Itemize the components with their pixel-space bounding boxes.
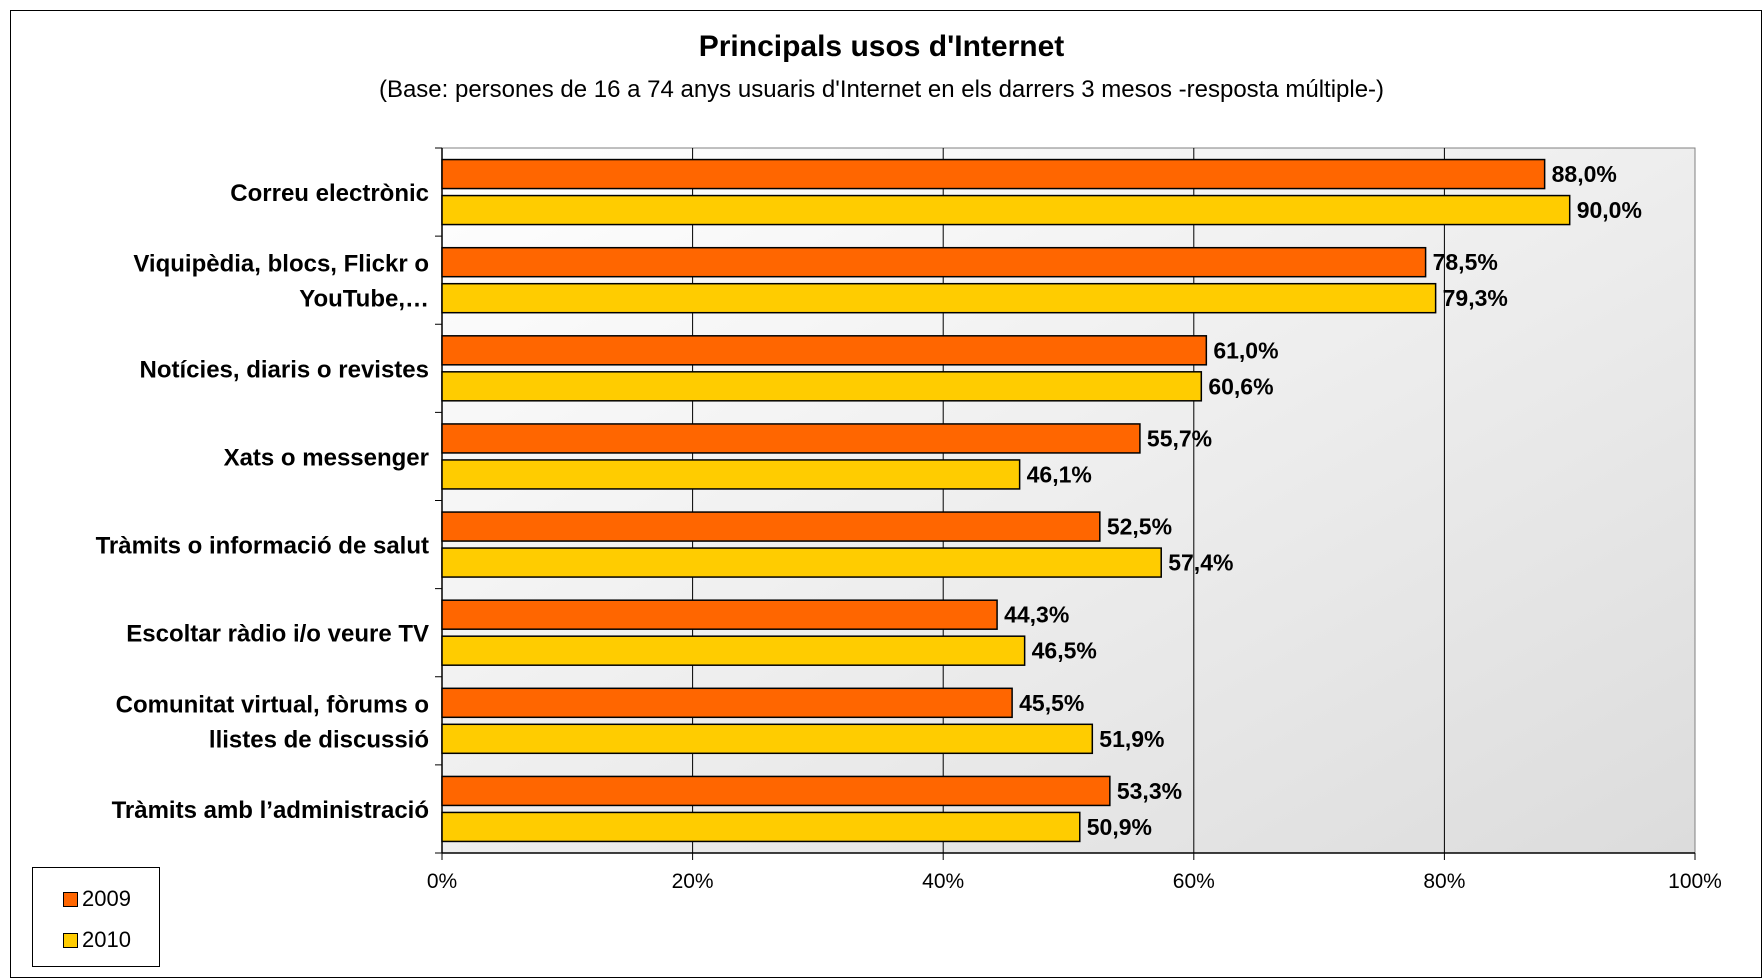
category-label: Tràmits o informació de salut — [96, 533, 429, 560]
bar-2009 — [441, 335, 1208, 366]
bar-2010 — [441, 194, 1571, 226]
data-label: 88,0% — [1552, 161, 1617, 187]
category-label: YouTube,… — [299, 286, 429, 313]
x-tick-label: 100% — [1668, 870, 1722, 893]
bar-2010 — [441, 811, 1081, 843]
bar-2009 — [441, 687, 1013, 719]
bar-2009 — [441, 599, 998, 630]
data-label: 51,9% — [1099, 726, 1164, 752]
data-label: 53,3% — [1117, 778, 1182, 804]
bar-2010 — [441, 371, 1203, 402]
category-label: Escoltar ràdio i/o veure TV — [126, 621, 429, 648]
data-label: 46,5% — [1032, 638, 1097, 664]
data-label: 79,3% — [1443, 285, 1508, 311]
bar-2009 — [441, 423, 1141, 454]
data-label: 44,3% — [1004, 602, 1069, 628]
bar-2010 — [441, 547, 1162, 578]
data-label: 60,6% — [1208, 373, 1273, 399]
legend-item-2009: 2009 — [63, 886, 131, 911]
legend-item-2010: 2010 — [63, 927, 131, 952]
legend: 2009 2010 — [32, 867, 160, 967]
bar-2010 — [441, 635, 1026, 666]
bar-2009 — [441, 246, 1427, 278]
x-tick-label: 20% — [672, 870, 714, 893]
legend-swatch-2010 — [63, 932, 78, 948]
bar-2009 — [441, 775, 1111, 807]
data-label: 90,0% — [1577, 197, 1642, 223]
category-label: Correu electrònic — [230, 180, 429, 207]
category-label: Notícies, diaris o revistes — [140, 356, 429, 383]
data-label: 55,7% — [1147, 425, 1212, 451]
category-label: Comunitat virtual, fòrums o — [116, 691, 429, 718]
data-label: 46,1% — [1027, 461, 1092, 487]
category-label: Viquipèdia, blocs, Flickr o — [133, 251, 429, 278]
x-tick-label: 40% — [922, 870, 964, 893]
category-label: Xats o messenger — [224, 444, 429, 471]
x-tick-label: 80% — [1423, 870, 1465, 893]
legend-swatch-2009 — [63, 891, 78, 907]
bar-2010 — [441, 459, 1021, 490]
data-label: 52,5% — [1107, 514, 1172, 540]
bar-2010 — [441, 723, 1094, 755]
category-label: Tràmits amb l’administració — [112, 797, 429, 824]
data-label: 57,4% — [1168, 550, 1233, 576]
bar-2009 — [441, 158, 1546, 190]
chart-subtitle: (Base: persones de 16 a 74 anys usuaris … — [378, 76, 1385, 103]
data-label: 61,0% — [1213, 337, 1278, 363]
category-label: llistes de discussió — [209, 726, 429, 753]
x-tick-label: 0% — [427, 870, 457, 893]
legend-label-2010: 2010 — [82, 927, 131, 952]
data-label: 78,5% — [1433, 249, 1498, 275]
data-label: 45,5% — [1019, 690, 1084, 716]
bar-2009 — [441, 511, 1101, 542]
data-label: 50,9% — [1087, 814, 1152, 840]
legend-label-2009: 2009 — [82, 886, 131, 911]
bar-2010 — [441, 282, 1437, 314]
x-tick-label: 60% — [1173, 870, 1215, 893]
chart-title: Principals usos d'Internet — [698, 30, 1065, 63]
